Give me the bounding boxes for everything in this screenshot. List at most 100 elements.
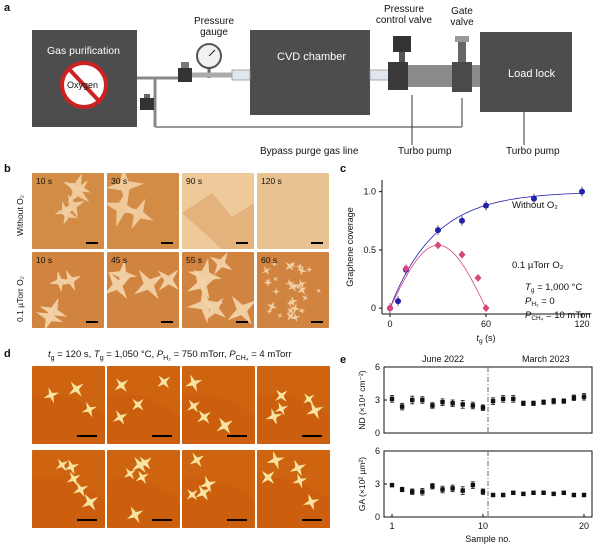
graphene-domain — [187, 269, 218, 300]
data-point — [561, 490, 566, 495]
data-point — [521, 401, 526, 406]
x-tick-label: 10 — [478, 521, 488, 531]
graphene-crystal — [185, 374, 203, 392]
data-point — [521, 491, 526, 497]
graphene-domain — [273, 276, 278, 282]
data-point — [500, 492, 506, 498]
annotation-without-o2: Without O₂ — [512, 200, 558, 211]
data-point — [571, 395, 577, 400]
point-with-o2 — [402, 264, 410, 273]
scale-bar — [86, 320, 98, 323]
data-point — [551, 491, 556, 497]
graphene-domain — [186, 286, 224, 324]
valve-icon-2 — [178, 62, 192, 82]
x-axis-label: tg (s) — [476, 333, 495, 345]
data-point — [440, 487, 445, 492]
micrograph-b-1-4: 120 s — [257, 173, 329, 249]
graphene-crystal — [135, 470, 149, 484]
graphene-domain — [134, 269, 164, 300]
micrograph-b-2-2: 45 s — [107, 252, 179, 328]
data-point — [430, 484, 435, 489]
graphene-crystal — [124, 467, 136, 480]
graphene-domain — [297, 265, 307, 276]
data-point — [470, 403, 476, 408]
graphene-domain — [305, 266, 313, 274]
graphene-crystal — [195, 485, 211, 501]
scale-bar — [302, 518, 322, 521]
scale-bar — [86, 241, 98, 244]
graphene-crystal — [199, 475, 217, 493]
data-point — [551, 398, 556, 404]
time-label: 60 s — [261, 255, 278, 265]
graphene-domain — [263, 278, 273, 287]
data-point — [420, 489, 425, 494]
graphene-crystal — [81, 493, 99, 511]
y-tick-label: 0.5 — [363, 245, 376, 255]
data-point — [511, 396, 516, 402]
x-tick-label: 20 — [579, 521, 589, 531]
micrograph-d-2-2 — [107, 450, 180, 528]
point-without-o2 — [459, 217, 465, 224]
scale-bar — [152, 518, 172, 521]
time-label: 120 s — [261, 176, 282, 186]
micrograph-d-1-3 — [182, 366, 255, 444]
graphene-domain — [301, 294, 309, 302]
data-point — [460, 402, 465, 407]
time-label: 90 s — [186, 176, 203, 186]
row-label-with-o2: 0.1 µTorr O₂ — [15, 276, 25, 322]
data-point — [450, 401, 455, 406]
uniformity-chart: 0 3 6 ND (×10⁴ cm⁻²) 0 3 6 GA (×10² µm²) June 20… — [357, 355, 593, 544]
graphene-crystal — [55, 458, 69, 471]
graphene-crystal — [63, 459, 80, 475]
time-label: 45 s — [111, 255, 128, 265]
turbo-pump-label-1: Turbo pump — [398, 146, 452, 157]
scale-bar — [77, 434, 97, 437]
point-with-o2 — [386, 304, 394, 313]
graphene-crystal — [274, 402, 289, 416]
data-point — [399, 404, 405, 409]
graphene-crystal — [66, 471, 81, 486]
graphene-domain — [107, 173, 145, 206]
graphene-domain — [290, 312, 301, 323]
graphene-crystal — [303, 393, 315, 405]
graphene-domain — [60, 269, 82, 292]
data-point — [541, 400, 546, 405]
gas-purification-label: Gas purification — [47, 45, 120, 57]
micrograph-b-1-3: 90 s — [182, 173, 254, 249]
graphene-crystal — [292, 473, 308, 489]
graphene-domain — [123, 198, 154, 230]
graphene-domain — [285, 278, 295, 288]
micrograph-d-2-4 — [257, 450, 330, 528]
graphene-crystal — [43, 387, 60, 404]
micrograph-b-1-2: 30 s — [107, 173, 179, 249]
graphene-domain — [108, 260, 137, 289]
time-label: 10 s — [36, 176, 53, 186]
y-axis-label: Graphene coverage — [345, 207, 355, 287]
graphene-domain — [286, 307, 295, 315]
graphene-domain — [295, 262, 305, 271]
micrograph-d-2-1 — [32, 450, 105, 528]
data-point — [561, 398, 566, 404]
graphene-domain — [266, 308, 273, 315]
graphene-domain — [272, 287, 281, 296]
scale-bar — [227, 518, 247, 521]
graphene-crystal — [216, 417, 233, 434]
data-point — [470, 482, 476, 488]
data-point — [410, 489, 415, 494]
annotation-tg: Tg = 1,000 °C — [525, 282, 582, 294]
annotation-ph2: PH₂ = 0 — [525, 296, 555, 308]
y-tick-label: 3 — [375, 395, 380, 405]
graphene-crystal — [157, 375, 171, 389]
y-tick-label: 0 — [375, 428, 380, 438]
scale-bar — [77, 518, 97, 521]
data-point — [399, 487, 405, 492]
micrograph-b-2-3: 55 s — [182, 252, 254, 328]
graphene-domain — [297, 285, 307, 295]
micrograph-b-2-1: 10 s — [32, 252, 104, 328]
graphene-crystal — [266, 451, 285, 470]
graphene-domain — [107, 271, 132, 299]
no-oxygen-icon — [60, 61, 108, 109]
y-axis-label: ND (×10⁴ cm⁻²) — [357, 370, 367, 430]
graphene-domain — [277, 313, 283, 319]
data-point — [450, 486, 455, 491]
